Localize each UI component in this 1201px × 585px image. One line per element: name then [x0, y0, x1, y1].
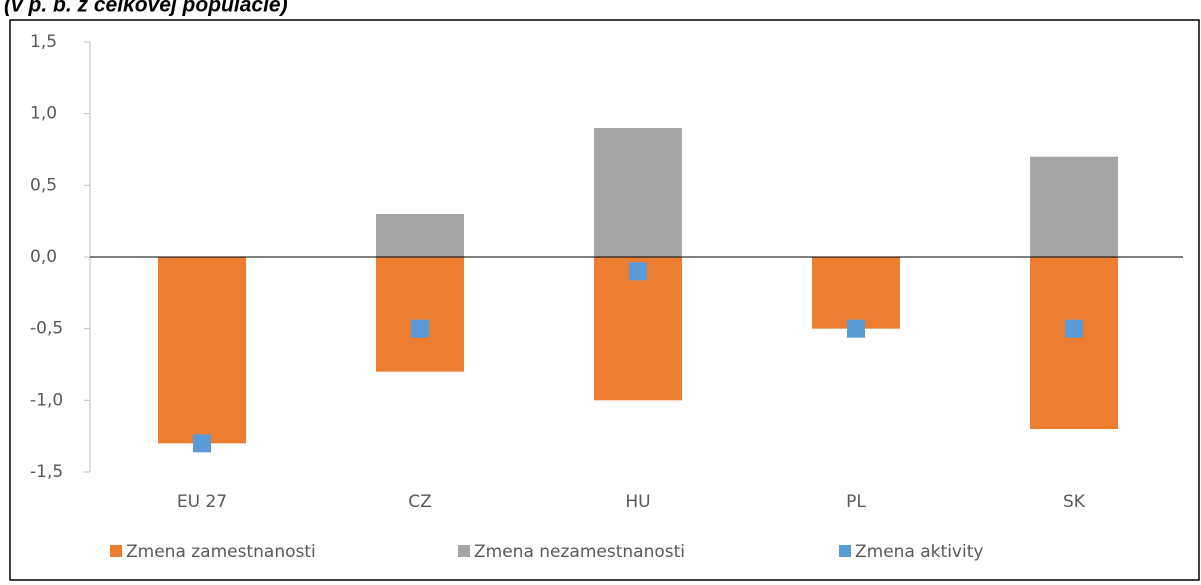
y-tick-label: -0,5 [30, 319, 63, 339]
legend-label: Zmena nezamestnanosti [474, 542, 685, 562]
y-tick-label: 1,0 [30, 104, 57, 124]
bar [812, 257, 900, 329]
x-tick-label: HU [625, 492, 650, 512]
marker [411, 319, 429, 338]
legend-swatch [839, 545, 851, 557]
bar [594, 257, 682, 401]
bar [376, 257, 464, 372]
legend-swatch [110, 545, 122, 557]
chart-subtitle: (v p. b. z celkovej populácie) [4, 0, 288, 17]
legend-label: Zmena aktivity [855, 542, 983, 562]
x-tick-label: EU 27 [177, 492, 227, 512]
y-tick-label: -1,0 [30, 390, 63, 410]
bar [158, 257, 246, 444]
marker [847, 319, 865, 338]
bar [376, 214, 464, 257]
bar [1030, 257, 1118, 429]
legend-swatch [458, 545, 470, 557]
x-tick-label: CZ [408, 492, 432, 512]
marker [193, 434, 211, 453]
x-tick-label: SK [1063, 492, 1086, 512]
bar [594, 128, 682, 257]
marker [629, 262, 647, 281]
marker [1065, 319, 1083, 338]
legend-label: Zmena zamestnanosti [126, 542, 316, 562]
y-tick-label: 0,5 [30, 175, 57, 195]
y-tick-label: 0,0 [30, 247, 57, 267]
x-tick-label: PL [846, 492, 866, 512]
bar [1030, 156, 1118, 257]
y-tick-label: 1,5 [30, 32, 57, 52]
y-tick-label: -1,5 [30, 462, 63, 482]
